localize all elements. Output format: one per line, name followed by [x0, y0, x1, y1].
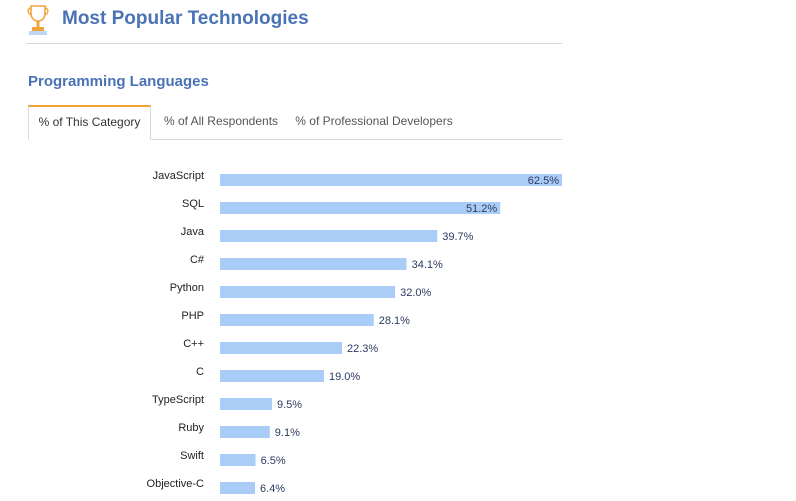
- value-label: 19.0%: [329, 371, 360, 383]
- bar: [220, 258, 407, 270]
- bar: [220, 286, 396, 298]
- category-label: Objective-C: [147, 478, 205, 490]
- category-label: C#: [190, 254, 205, 266]
- value-label: 6.5%: [261, 455, 286, 467]
- value-label: 28.1%: [379, 315, 410, 327]
- bar: [220, 314, 374, 326]
- trophy-icon: [27, 5, 49, 35]
- value-label: 39.7%: [442, 231, 473, 243]
- value-label: 32.0%: [400, 287, 431, 299]
- tab-all-respondents[interactable]: % of All Respondents: [163, 114, 279, 128]
- category-label: TypeScript: [152, 394, 204, 406]
- category-label: C: [196, 366, 204, 378]
- tab-professional-developers[interactable]: % of Professional Developers: [295, 114, 453, 128]
- bar: [220, 398, 272, 410]
- value-label: 34.1%: [412, 259, 443, 271]
- category-label: Swift: [180, 450, 204, 462]
- bar: [220, 174, 562, 186]
- page-title: Most Popular Technologies: [62, 8, 309, 29]
- bar-chart: JavaScript 62.5% SQL 51.2% Java 39.7% C# 34.1% P…: [147, 170, 562, 495]
- value-label: 6.4%: [260, 483, 285, 495]
- value-label: 9.1%: [275, 427, 300, 439]
- bar: [220, 454, 256, 466]
- category-label: Ruby: [178, 422, 204, 434]
- page-header: Most Popular Technologies: [26, 0, 562, 44]
- tab-this-category[interactable]: % of This Category: [28, 105, 151, 140]
- category-label: JavaScript: [153, 170, 204, 182]
- value-label: 51.2%: [466, 203, 497, 215]
- bar: [220, 370, 324, 382]
- value-label: 9.5%: [277, 399, 302, 411]
- value-label: 22.3%: [347, 343, 378, 355]
- section-title: Programming Languages: [28, 73, 209, 90]
- category-label: SQL: [182, 198, 204, 210]
- category-label: PHP: [181, 310, 204, 322]
- tab-bar: % of This Category % of All Respondents …: [28, 105, 562, 140]
- category-label: Java: [181, 226, 205, 238]
- bar: [220, 482, 256, 494]
- category-label: C++: [183, 338, 204, 350]
- category-label: Python: [170, 282, 204, 294]
- bar: [220, 426, 270, 438]
- value-label: 62.5%: [528, 175, 559, 187]
- bar: [220, 230, 438, 242]
- bar: [220, 342, 343, 354]
- bar: [220, 202, 501, 214]
